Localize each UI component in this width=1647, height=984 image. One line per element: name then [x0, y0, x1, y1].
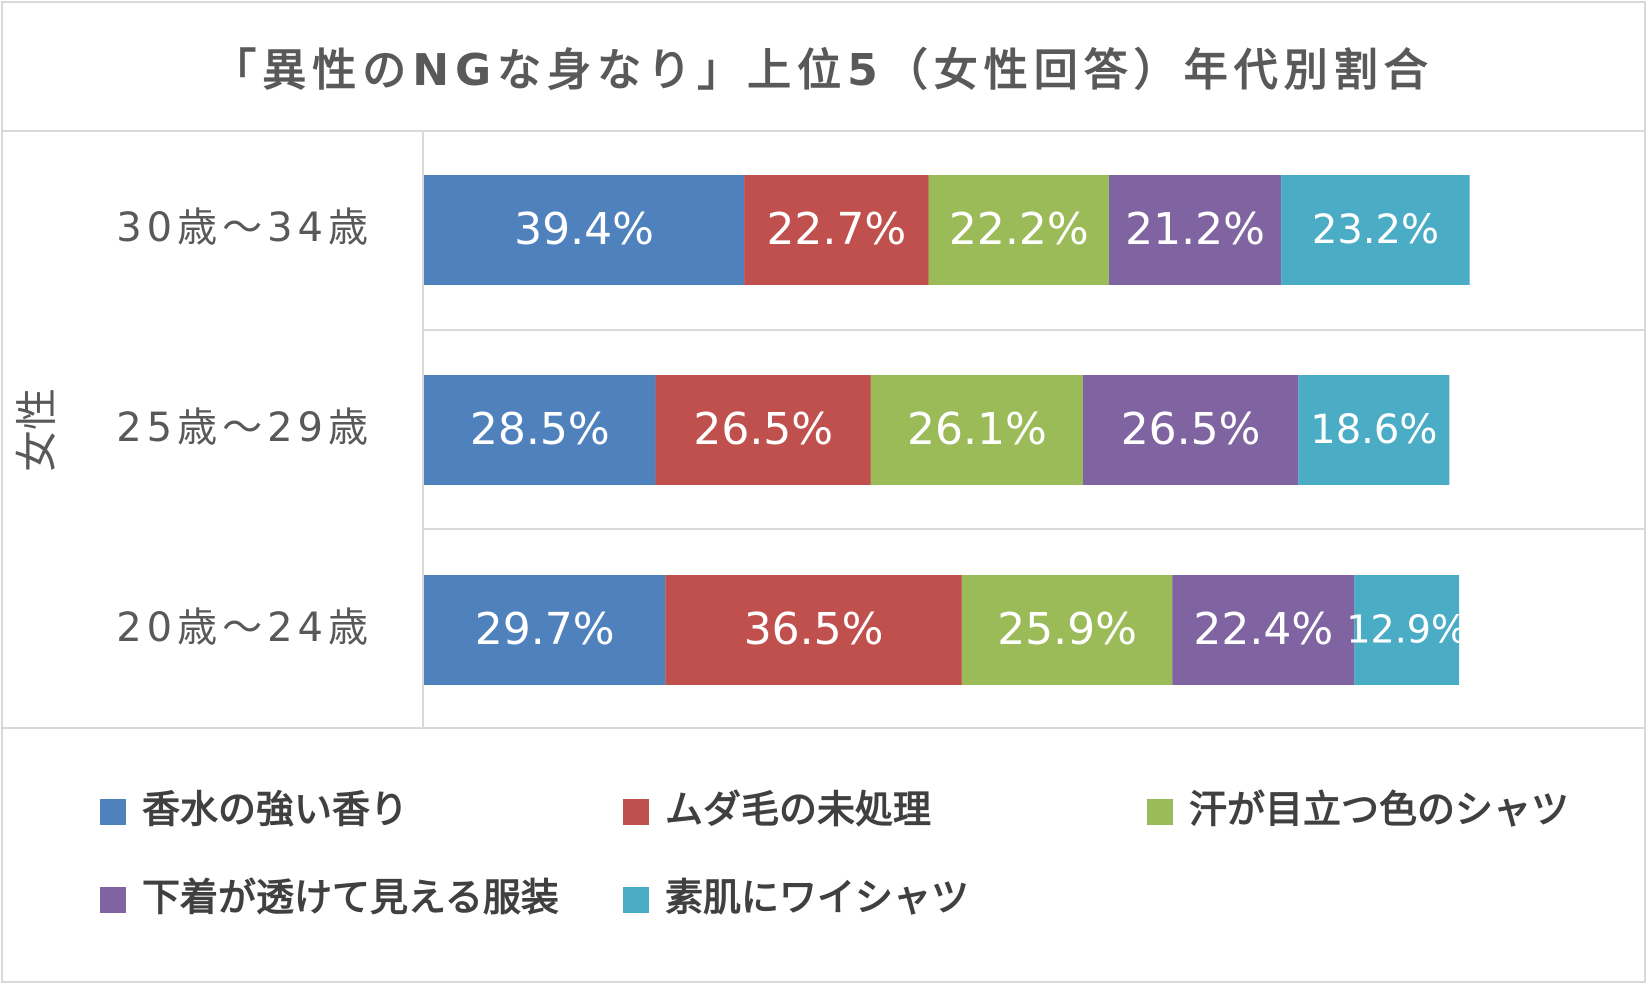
data-label: 29.7% [475, 604, 615, 655]
bar-segment [870, 375, 1083, 485]
legend-label: 素肌にワイシャツ [665, 876, 969, 920]
bar-segment [655, 375, 871, 485]
legend-label: 香水の強い香り [142, 788, 408, 832]
data-label: 21.2% [1125, 204, 1265, 255]
bar-segment [1082, 375, 1299, 485]
bars: 39.4% 22.7% 22.2% 21.2% 23.2% 28.5% 26.5% 26.1%… [424, 175, 1470, 685]
legend-label: 下着が透けて見える服装 [142, 876, 559, 920]
bar-segment [424, 575, 666, 685]
legend-item: 汗が目立つ色のシャツ [1147, 788, 1569, 832]
data-label: 12.9% [1346, 608, 1467, 652]
category-label: 25歳～29歳 [116, 405, 373, 451]
legend-swatch [623, 887, 649, 913]
data-label: 22.4% [1193, 604, 1333, 655]
data-label: 22.7% [766, 204, 906, 255]
bar-segment [1354, 575, 1460, 685]
data-label: 23.2% [1312, 207, 1439, 253]
legend-swatch [623, 799, 649, 825]
bar-segment [1281, 175, 1470, 285]
legend-label: 汗が目立つ色のシャツ [1189, 788, 1569, 832]
legend-item: 下着が透けて見える服装 [100, 876, 559, 920]
data-label: 26.1% [907, 404, 1047, 455]
data-label: 26.5% [1121, 404, 1261, 455]
bar-segment [424, 175, 745, 285]
legend-item: ムダ毛の未処理 [623, 788, 931, 832]
bar-segment [961, 575, 1173, 685]
bar-segment [424, 375, 656, 485]
category-label: 20歳～24歳 [116, 605, 373, 651]
bar-segment [1298, 375, 1450, 485]
data-label: 28.5% [470, 404, 610, 455]
category-labels: 30歳～34歳 25歳～29歳 20歳～24歳 [116, 205, 373, 651]
legend-item: 素肌にワイシャツ [623, 876, 969, 920]
group-label: 女性 [13, 388, 62, 472]
legend-swatch [100, 887, 126, 913]
bar-segment [744, 175, 929, 285]
data-label: 22.2% [949, 204, 1089, 255]
category-label: 30歳～34歳 [116, 205, 373, 251]
bar-segment [1172, 575, 1355, 685]
legend-label: ムダ毛の未処理 [665, 788, 931, 832]
bar-segment [1108, 175, 1282, 285]
data-label: 36.5% [744, 604, 884, 655]
legend-item: 香水の強い香り [100, 788, 408, 832]
bar-segment [665, 575, 962, 685]
chart-title: 「異性のNGな身なり」上位5（女性回答）年代別割合 [212, 45, 1434, 96]
data-label: 18.6% [1310, 407, 1437, 453]
legend-swatch [1147, 799, 1173, 825]
data-label: 26.5% [693, 404, 833, 455]
data-label: 39.4% [514, 204, 654, 255]
data-label: 25.9% [997, 604, 1137, 655]
bar-segment [928, 175, 1109, 285]
legend-swatch [100, 799, 126, 825]
